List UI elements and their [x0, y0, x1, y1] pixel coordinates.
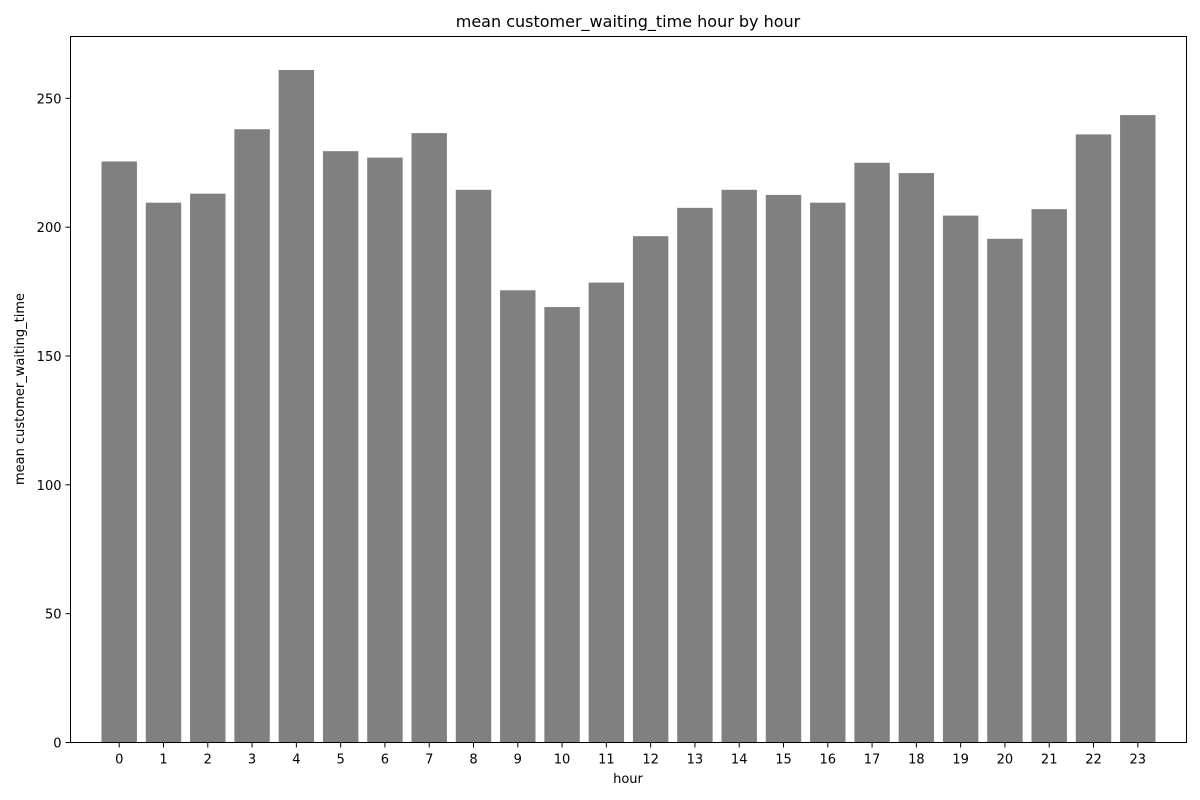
bar-hour-14 [721, 189, 757, 743]
bar-hour-17 [854, 162, 890, 743]
x-tick-label: 3 [248, 753, 256, 768]
bar-hour-9 [500, 290, 536, 743]
x-tick-label: 13 [687, 753, 704, 768]
bar-hour-23 [1120, 115, 1156, 743]
x-tick-label: 0 [115, 753, 123, 768]
x-tick-label: 22 [1085, 753, 1102, 768]
bar-hour-8 [455, 189, 492, 743]
x-tick-label: 2 [204, 753, 212, 768]
y-tick-label: 250 [37, 92, 62, 107]
y-tick-label: 150 [37, 350, 62, 365]
x-tick-label: 15 [775, 753, 792, 768]
bar-hour-1 [145, 202, 182, 743]
x-tick-label: 6 [381, 753, 389, 768]
x-tick-label: 11 [598, 753, 615, 768]
bar-hour-20 [987, 238, 1023, 743]
x-tick-label: 5 [336, 753, 344, 768]
bar-hour-11 [588, 282, 625, 743]
bar-hour-13 [677, 207, 713, 743]
x-tick-label: 17 [864, 753, 881, 768]
y-tick-label: 0 [53, 737, 61, 752]
chart-title: mean customer_waiting_time hour by hour [456, 12, 801, 32]
bar-hour-21 [1031, 209, 1067, 743]
bar-hour-4 [278, 70, 315, 743]
bar-hour-10 [544, 307, 580, 743]
x-tick-label: 8 [469, 753, 477, 768]
x-tick-label: 21 [1041, 753, 1058, 768]
x-tick-label: 18 [908, 753, 925, 768]
bars-layer [101, 70, 1156, 743]
x-tick-label: 7 [425, 753, 433, 768]
y-axis-label: mean customer_waiting_time [13, 293, 28, 485]
bar-hour-22 [1075, 134, 1112, 743]
bar-hour-15 [765, 194, 802, 743]
y-axis: 0 50 100 150 200 250 [37, 92, 71, 752]
bar-hour-7 [411, 133, 447, 743]
bar-hour-6 [367, 157, 403, 743]
x-tick-label: 9 [514, 753, 522, 768]
x-tick-label: 16 [820, 753, 837, 768]
x-tick-label: 1 [159, 753, 167, 768]
bar-hour-0 [101, 161, 137, 743]
x-tick-label: 14 [731, 753, 748, 768]
x-axis: 0 1 2 3 4 5 6 7 8 9 10 11 12 13 14 15 16 17 18 19 20 21 22 23 [115, 742, 1147, 768]
x-tick-label: 12 [642, 753, 659, 768]
x-tick-label: 19 [952, 753, 969, 768]
x-tick-label: 23 [1130, 753, 1147, 768]
x-tick-label: 4 [292, 753, 300, 768]
bar-hour-12 [632, 236, 669, 743]
bar-hour-18 [898, 173, 935, 743]
x-axis-label: hour [613, 772, 643, 787]
x-tick-label: 10 [554, 753, 571, 768]
plot-area-frame [70, 36, 1187, 743]
bar-hour-3 [234, 129, 270, 743]
y-tick-label: 50 [45, 608, 62, 623]
x-tick-label: 20 [997, 753, 1014, 768]
bar-hour-16 [810, 202, 846, 743]
y-tick-label: 100 [37, 479, 62, 494]
bar-hour-2 [190, 193, 226, 743]
bar-hour-19 [942, 215, 979, 743]
bar-hour-5 [322, 151, 359, 743]
y-tick-label: 200 [37, 221, 62, 236]
